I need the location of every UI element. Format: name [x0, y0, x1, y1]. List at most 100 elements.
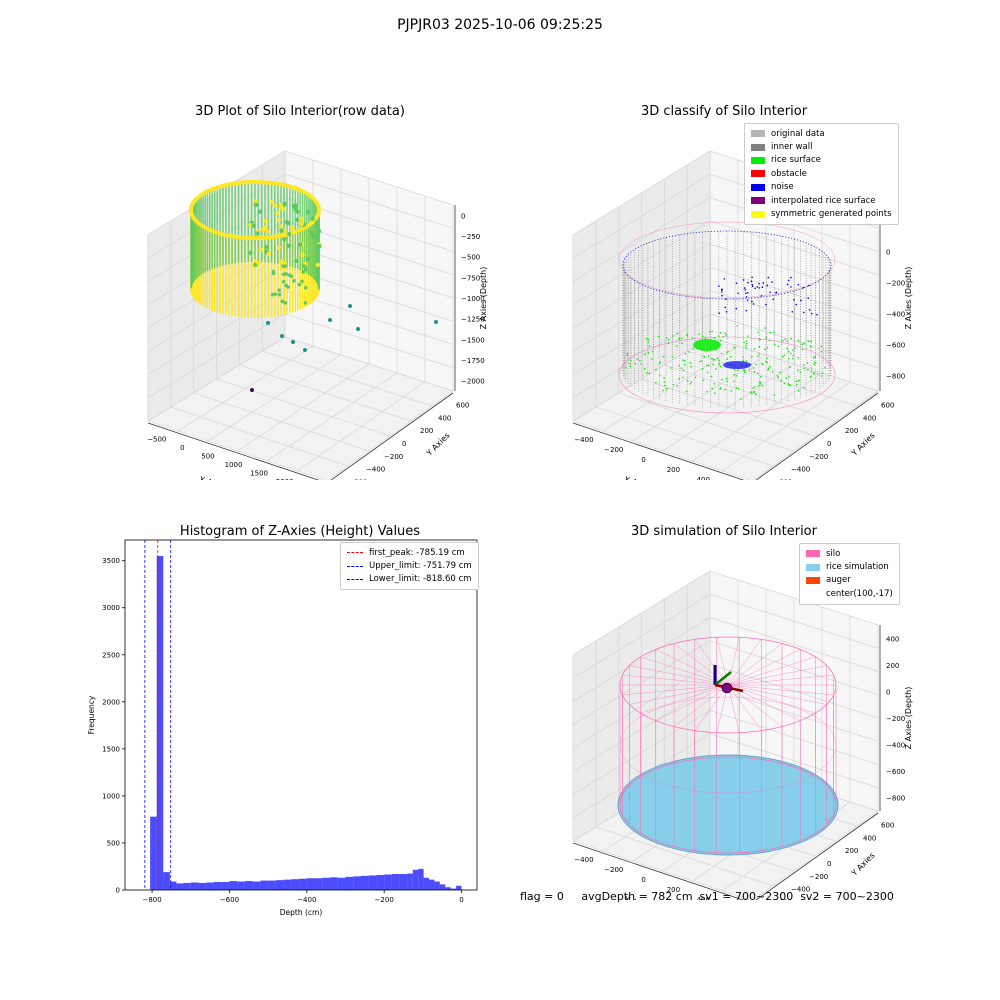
y-tick-label: −200: [809, 453, 828, 461]
noise-point: [771, 281, 773, 283]
rice-surface-point: [716, 357, 719, 360]
histogram-bar: [399, 874, 408, 890]
noise-point: [775, 291, 778, 294]
rice-surface-point: [784, 338, 787, 341]
rice-surface-point: [742, 359, 745, 362]
rice-surface-point: [671, 355, 674, 358]
silo-simulation-3d-plot: −400−20002004006006004002000−200−400−600…: [572, 570, 913, 900]
rice-surface-point: [648, 372, 651, 375]
rice-surface-point: [713, 358, 715, 361]
grid-line: [709, 593, 879, 649]
rice-surface-point: [678, 364, 680, 367]
panel1-title: 3D Plot of Silo Interior(row data): [195, 104, 405, 119]
legend-item: symmetric generated points: [751, 207, 892, 220]
silo-roof-line: [694, 684, 729, 731]
rice-surface-point: [658, 363, 661, 365]
rice-surface-point: [797, 369, 799, 371]
rice-surface-point: [786, 340, 789, 343]
noise-point: [762, 282, 765, 284]
histogram-bar: [183, 882, 191, 890]
noise-point: [808, 284, 810, 287]
y-tick-label: 1500: [102, 745, 120, 753]
rice-surface-point: [735, 387, 738, 389]
grid-line: [572, 710, 711, 795]
interior-point: [281, 202, 287, 207]
grid-line: [572, 243, 711, 329]
z-tick-label: −600: [886, 342, 905, 350]
grid-line: [709, 290, 879, 345]
x-tick-label: 400: [697, 896, 710, 900]
silo-roof-line: [727, 656, 816, 686]
noise-ring: [622, 230, 832, 300]
legend-item: inner wall: [751, 140, 892, 153]
legend-item: first_peak: -785.19 cm: [347, 546, 472, 559]
interior-point: [300, 279, 304, 284]
rice-surface-point: [799, 371, 802, 373]
silo-roof-line: [629, 684, 729, 705]
interior-point: [310, 216, 315, 221]
interior-point: [286, 285, 291, 289]
interior-point: [276, 245, 282, 250]
rice-surface-point: [812, 356, 815, 359]
rice-surface-point: [644, 353, 647, 356]
rice-surface-point: [743, 341, 745, 344]
noise-point: [751, 300, 753, 303]
interior-point: [278, 259, 284, 264]
legend-swatch: [347, 552, 363, 554]
interior-point: [292, 279, 296, 283]
histogram-bar: [456, 885, 462, 890]
rice-surface-point: [643, 368, 646, 370]
rice-surface-point: [699, 360, 701, 363]
rice-surface-point: [783, 354, 786, 357]
noise-point: [752, 303, 755, 305]
x-tick-label: 400: [697, 476, 710, 480]
rice-surface-point: [707, 354, 710, 357]
rice-surface-point: [792, 349, 794, 351]
histogram-bar: [314, 878, 323, 890]
noise-point: [800, 299, 802, 302]
grid-line: [572, 570, 711, 656]
legend-item: rice surface: [751, 154, 892, 167]
rice-surface-point: [786, 347, 788, 350]
noise-point: [791, 311, 794, 313]
x-tick-label: 1500: [250, 470, 268, 478]
rice-surface-point: [806, 362, 809, 364]
interior-point: [299, 216, 304, 221]
y-tick-label: 0: [827, 440, 831, 448]
z-tick-label: −1250: [461, 316, 485, 324]
y-tick-label: 600: [456, 401, 469, 409]
interior-point: [287, 231, 292, 237]
rice-surface-point: [682, 359, 684, 361]
rice-surface-point: [704, 337, 707, 340]
histogram-bar: [353, 876, 361, 890]
grid-line: [709, 243, 879, 299]
rice-surface-point: [735, 375, 738, 377]
rice-surface-point: [733, 373, 735, 376]
grid-line: [147, 313, 286, 399]
interior-point: [271, 271, 276, 276]
legend-label: symmetric generated points: [771, 209, 892, 220]
interior-point: [253, 202, 259, 207]
rice-surface-point: [680, 367, 683, 370]
grid-line: [709, 220, 879, 276]
histogram-bar: [412, 869, 419, 890]
y-axis-line: [755, 392, 879, 480]
rice-surface-point: [625, 366, 628, 369]
noise-point: [723, 278, 726, 280]
silo-roof-line: [629, 665, 729, 686]
x-tick-label: −400: [297, 896, 316, 904]
y-tick-label: 600: [881, 401, 894, 409]
silo-roof-line: [727, 643, 783, 686]
interior-point: [272, 203, 278, 208]
z-tick-label: −250: [461, 233, 480, 241]
histogram-bar: [275, 880, 284, 890]
z-tick-label: 0: [886, 688, 890, 696]
interior-point: [281, 279, 286, 284]
interior-point: [309, 230, 315, 236]
histogram-bar: [330, 877, 338, 890]
z-tick-label: −1750: [461, 357, 485, 365]
rice-surface-point: [813, 361, 816, 363]
legend-label: noise: [771, 182, 794, 193]
noise-point: [721, 291, 723, 293]
rice-surface-point: [743, 369, 745, 371]
